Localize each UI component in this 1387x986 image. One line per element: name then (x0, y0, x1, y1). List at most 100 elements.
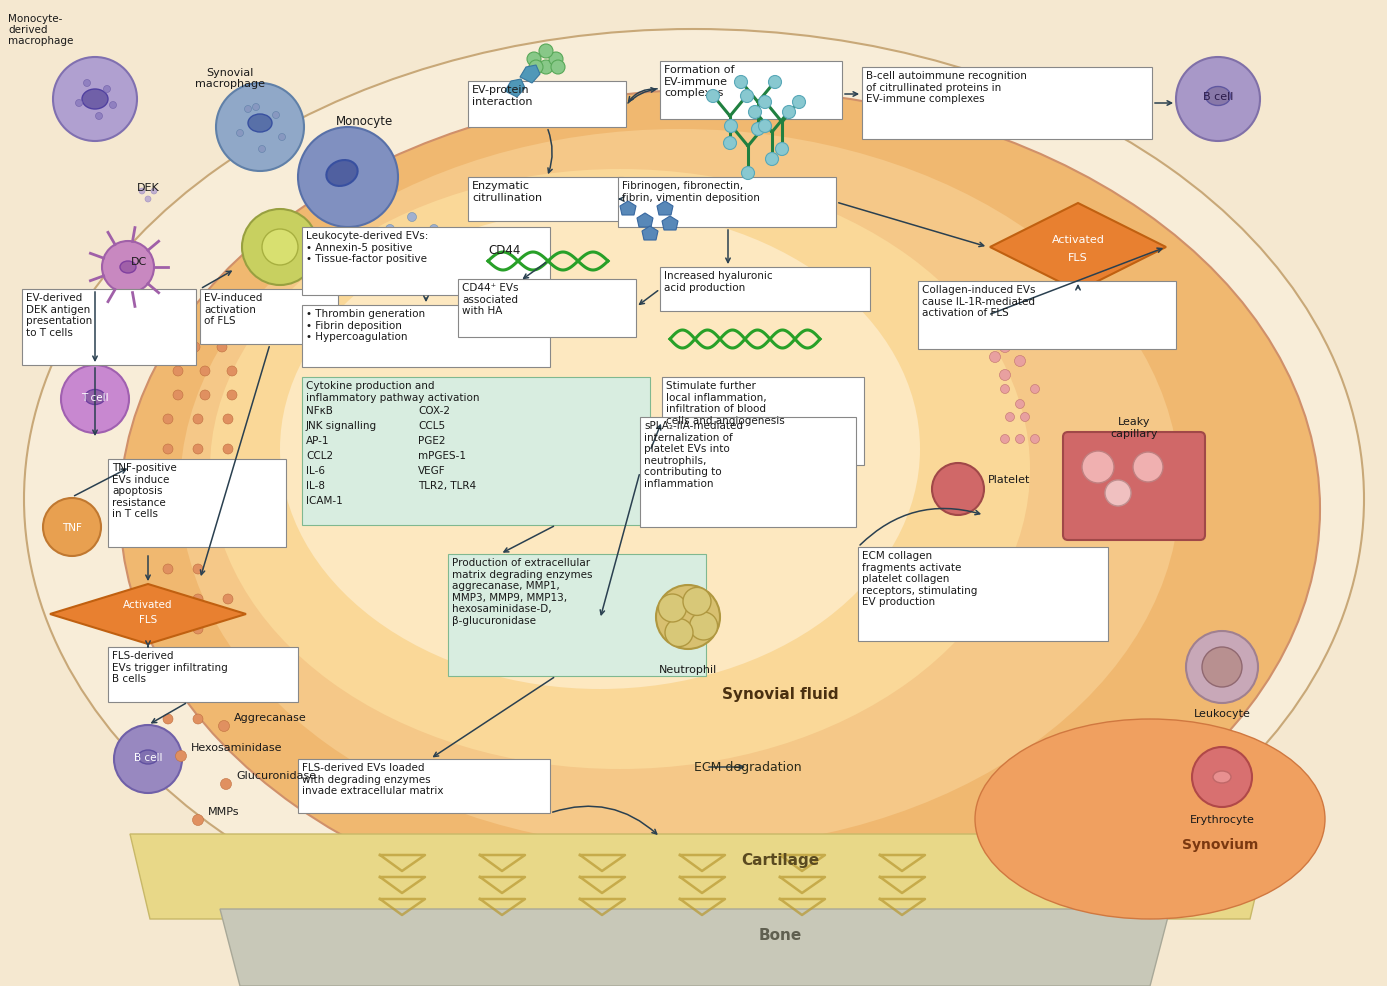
Circle shape (200, 367, 209, 377)
Circle shape (96, 113, 103, 120)
Text: FLS-derived EVs loaded
with degrading enzymes
invade extracellular matrix: FLS-derived EVs loaded with degrading en… (302, 762, 444, 796)
Polygon shape (221, 909, 1171, 986)
Ellipse shape (24, 30, 1363, 969)
Circle shape (1203, 648, 1241, 687)
Text: DC: DC (130, 256, 147, 267)
Text: capillary: capillary (1110, 429, 1158, 439)
Circle shape (782, 106, 796, 119)
Text: Monocyte-: Monocyte- (8, 14, 62, 24)
Circle shape (146, 197, 151, 203)
Circle shape (216, 343, 227, 353)
Circle shape (1014, 356, 1025, 367)
Circle shape (1031, 386, 1039, 394)
Text: Hexosaminidase: Hexosaminidase (191, 742, 283, 752)
Circle shape (164, 445, 173, 455)
Text: B cell: B cell (1203, 92, 1233, 102)
Polygon shape (620, 202, 637, 216)
Text: FLS-derived
EVs trigger infiltrating
B cells: FLS-derived EVs trigger infiltrating B c… (112, 651, 227, 683)
Text: Production of extracellular
matrix degrading enzymes
aggrecanase, MMP1,
MMP3, MM: Production of extracellular matrix degra… (452, 557, 592, 625)
FancyBboxPatch shape (467, 177, 623, 222)
Circle shape (749, 106, 761, 119)
Circle shape (103, 242, 154, 294)
Text: Monocyte: Monocyte (336, 115, 393, 128)
Polygon shape (642, 227, 657, 241)
Text: COX-2: COX-2 (417, 405, 449, 415)
Circle shape (689, 612, 717, 640)
Circle shape (735, 77, 748, 90)
Text: EV-derived
DEK antigen
presentation
to T cells: EV-derived DEK antigen presentation to T… (26, 293, 93, 337)
Polygon shape (50, 585, 245, 644)
Text: B-cell autoimmune recognition
of citrullinated proteins in
EV-immune complexes: B-cell autoimmune recognition of citrull… (865, 71, 1026, 105)
Text: Glucuronidase: Glucuronidase (236, 770, 316, 780)
FancyBboxPatch shape (619, 177, 836, 228)
Circle shape (173, 390, 183, 400)
Text: CCL5: CCL5 (417, 421, 445, 431)
Circle shape (83, 81, 90, 88)
Circle shape (430, 225, 438, 235)
Circle shape (193, 414, 203, 425)
Circle shape (176, 750, 186, 762)
Circle shape (932, 463, 983, 516)
Text: Fibrinogen, fibronectin,
fibrin, vimentin deposition: Fibrinogen, fibronectin, fibrin, vimenti… (621, 180, 760, 202)
Circle shape (164, 624, 173, 634)
Circle shape (164, 595, 173, 604)
Circle shape (437, 285, 447, 294)
Circle shape (258, 146, 265, 154)
FancyBboxPatch shape (861, 68, 1153, 140)
Circle shape (759, 120, 771, 133)
Circle shape (104, 87, 111, 94)
Circle shape (164, 505, 173, 515)
Circle shape (1031, 435, 1039, 444)
Circle shape (416, 285, 424, 294)
Ellipse shape (121, 90, 1320, 929)
Polygon shape (990, 204, 1166, 292)
Circle shape (416, 308, 424, 317)
FancyBboxPatch shape (298, 759, 551, 813)
Circle shape (233, 322, 243, 332)
Circle shape (164, 655, 173, 665)
Text: IL-8: IL-8 (307, 480, 325, 490)
Text: CD44: CD44 (488, 244, 520, 256)
Ellipse shape (180, 130, 1180, 849)
Text: ICAM-1: ICAM-1 (307, 496, 343, 506)
Ellipse shape (248, 115, 272, 133)
Text: TNF: TNF (62, 523, 82, 532)
Circle shape (43, 499, 101, 556)
Text: Bone: Bone (759, 927, 802, 942)
Circle shape (279, 134, 286, 141)
Text: B cell: B cell (133, 752, 162, 762)
Circle shape (682, 588, 712, 616)
Circle shape (221, 779, 232, 790)
Ellipse shape (1214, 771, 1232, 783)
FancyBboxPatch shape (458, 280, 637, 337)
Text: Cartilage: Cartilage (741, 852, 820, 867)
Ellipse shape (1205, 88, 1230, 106)
Polygon shape (657, 202, 673, 216)
Text: macrophage: macrophage (8, 35, 74, 46)
Ellipse shape (280, 210, 920, 689)
FancyBboxPatch shape (660, 268, 870, 312)
Text: Synovial: Synovial (207, 68, 254, 78)
Text: Leaky: Leaky (1118, 416, 1150, 427)
Text: EV-protein
interaction: EV-protein interaction (472, 85, 533, 106)
Circle shape (193, 505, 203, 515)
Text: Cytokine production and
inflammatory pathway activation: Cytokine production and inflammatory pat… (307, 381, 480, 402)
Text: Formation of
EV-immune
complexes: Formation of EV-immune complexes (664, 65, 735, 98)
Circle shape (426, 244, 434, 252)
FancyBboxPatch shape (200, 290, 338, 345)
Circle shape (237, 130, 244, 137)
Text: Collagen-induced EVs
cause IL-1R-mediated
activation of FLS: Collagen-induced EVs cause IL-1R-mediate… (922, 285, 1036, 317)
FancyBboxPatch shape (662, 378, 864, 465)
Text: Activated: Activated (123, 599, 173, 609)
Ellipse shape (970, 484, 983, 495)
Ellipse shape (933, 484, 947, 495)
Circle shape (792, 97, 806, 109)
Ellipse shape (209, 170, 1031, 769)
Circle shape (223, 445, 233, 455)
Circle shape (766, 154, 778, 167)
FancyBboxPatch shape (108, 648, 298, 702)
FancyBboxPatch shape (467, 82, 626, 128)
Text: Neutrophil: Neutrophil (659, 665, 717, 674)
Circle shape (408, 213, 416, 222)
Circle shape (252, 105, 259, 111)
